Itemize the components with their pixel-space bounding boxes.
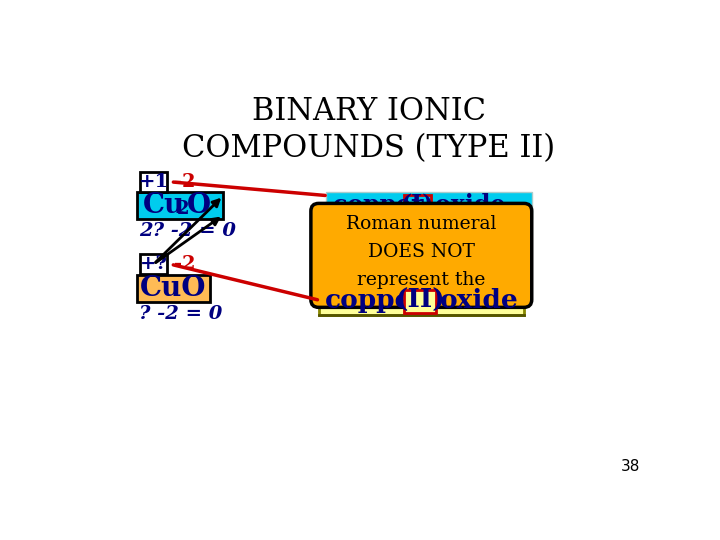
- Text: ? -2 = 0: ? -2 = 0: [139, 305, 222, 323]
- FancyBboxPatch shape: [326, 192, 532, 219]
- FancyBboxPatch shape: [319, 286, 524, 315]
- FancyBboxPatch shape: [137, 275, 210, 302]
- Text: 2? -2 = 0: 2? -2 = 0: [139, 222, 236, 240]
- FancyBboxPatch shape: [404, 195, 431, 217]
- FancyBboxPatch shape: [140, 172, 167, 192]
- Text: 2: 2: [177, 200, 189, 218]
- Text: copper: copper: [325, 288, 426, 313]
- FancyBboxPatch shape: [404, 289, 436, 313]
- FancyBboxPatch shape: [137, 192, 223, 219]
- Text: Roman numeral
DOES NOT
represent the: Roman numeral DOES NOT represent the: [346, 215, 497, 289]
- Text: (II): (II): [395, 288, 445, 313]
- Text: oxide: oxide: [435, 193, 505, 217]
- Text: BINARY IONIC
COMPOUNDS (TYPE II): BINARY IONIC COMPOUNDS (TYPE II): [182, 96, 556, 164]
- Text: -2: -2: [174, 173, 196, 191]
- Text: 38: 38: [621, 460, 640, 475]
- Text: copper: copper: [333, 193, 423, 217]
- Text: -2: -2: [174, 255, 196, 273]
- Text: Cu: Cu: [143, 192, 185, 219]
- Text: +?: +?: [140, 255, 168, 273]
- Text: oxide: oxide: [441, 288, 519, 313]
- FancyBboxPatch shape: [311, 204, 532, 307]
- Text: O: O: [187, 192, 211, 219]
- FancyBboxPatch shape: [140, 254, 167, 274]
- Text: (I): (I): [401, 193, 434, 217]
- Text: +1: +1: [138, 173, 168, 191]
- Text: CuO: CuO: [140, 275, 207, 302]
